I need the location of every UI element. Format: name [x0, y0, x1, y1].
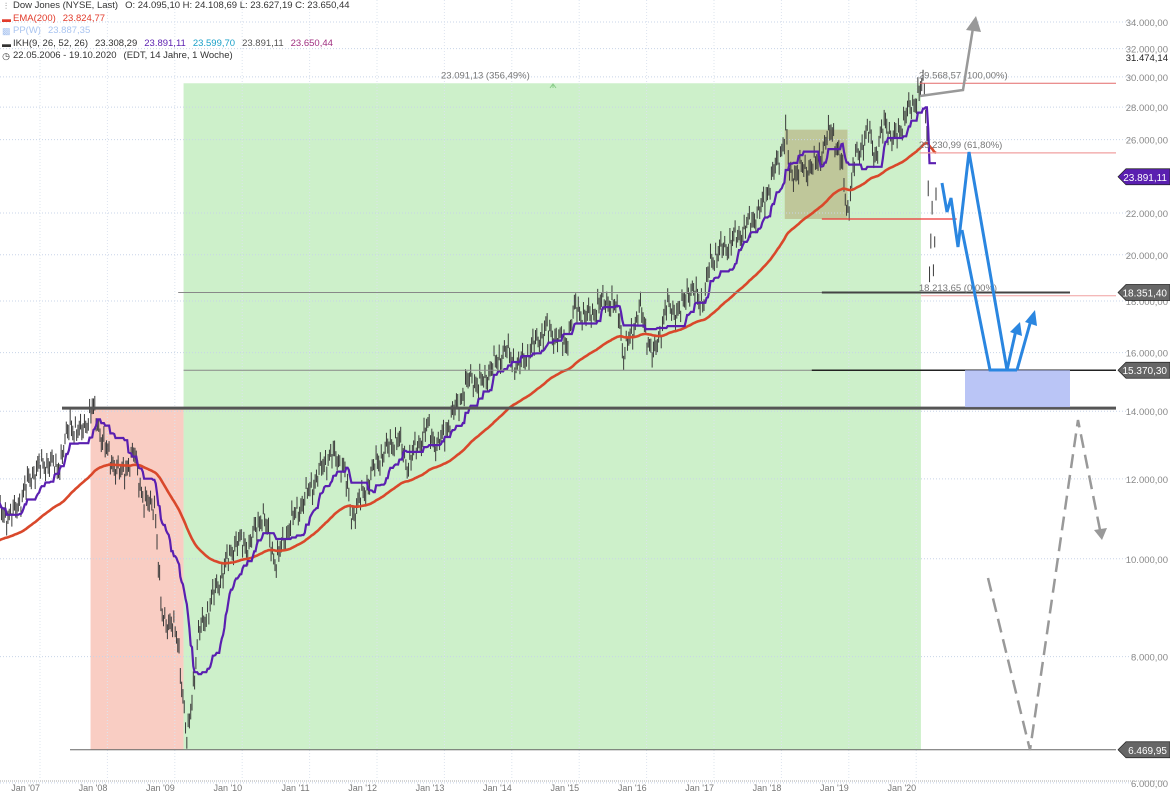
legend-ema: ▬ EMA(200) 23.824,77 [2, 12, 106, 24]
y-tick-label: 10.000,00 [1126, 555, 1168, 566]
price-tag [1117, 168, 1170, 186]
x-tick-label: Jan '12 [348, 783, 377, 793]
pp-zone [965, 370, 1070, 408]
y-tick-label: 32.000,00 [1126, 45, 1168, 56]
y-tick-label: 30.000,00 [1126, 73, 1168, 84]
level-annotation: 18.213,65 (0,00%) [919, 283, 997, 294]
legend-ikh: ▬ IKH(9, 26, 52, 26) 23.308,29 23.891,11 … [2, 37, 333, 49]
x-tick-label: Jan '19 [820, 783, 849, 793]
y-tick-label: 26.000,00 [1126, 136, 1168, 147]
y-tick-label: 18.000,00 [1126, 297, 1168, 308]
y-tick-label: 6.000,00 [1131, 779, 1168, 790]
price-tag [1117, 741, 1170, 759]
candlestick-icon: ⫶ [4, 1, 8, 11]
y-tick-label: 28.000,00 [1126, 103, 1168, 114]
price-tag-label: 18.351,40 [1123, 288, 1168, 299]
area-color-icon: ▩ [2, 26, 11, 36]
y-tick-label: 16.000,00 [1126, 349, 1168, 360]
y-tick-label: 12.000,00 [1126, 475, 1168, 486]
x-tick-label: Jan '17 [685, 783, 714, 793]
legend-pp: ▩ PP(W) 23.887,35 [2, 25, 91, 36]
line-color-icon: ▬ [2, 38, 11, 49]
gray-dashed-scenario [986, 419, 1102, 751]
price-tag [1117, 361, 1170, 379]
price-tag-label: 6.469,95 [1128, 746, 1167, 757]
price-tag-label: 23.891,11 [1123, 173, 1167, 184]
forecast-arrow-1 [1005, 329, 1018, 371]
x-tick-label: Jan '09 [146, 783, 175, 793]
level-annotation: 29.568,57 (100,00%) [919, 70, 1008, 81]
forecast-path-secondary [960, 229, 1017, 372]
y-tick-label: 20.000,00 [1126, 251, 1168, 262]
line-color-icon: ▬ [2, 13, 11, 24]
gray-arrow-up [919, 27, 975, 98]
legend-range: ◷ 22.05.2006 - 19.10.2020 (EDT, 14 Jahre, … [2, 50, 233, 61]
ikh-kijun-line [0, 106, 936, 676]
range-arrow-icon [549, 83, 557, 89]
forecast-path-primary [940, 151, 1009, 371]
ema-200-line [0, 141, 937, 565]
legend-instrument: ⫶ Dow Jones (NYSE, Last) O: 24.095,10 H: 2… [2, 0, 350, 13]
arrowhead-icon [1025, 310, 1037, 326]
y-tick-label: 8.000,00 [1131, 653, 1168, 664]
clock-icon: ◷ [2, 51, 10, 61]
y-tick-label: 34.000,00 [1126, 18, 1168, 29]
forecast-arrow-2 [1015, 319, 1033, 371]
arrowhead-icon [966, 16, 981, 32]
y-tick-label: 22.000,00 [1126, 209, 1168, 220]
level-annotation: 25.230,99 (61,80%) [919, 140, 1002, 151]
x-tick-label: Jan '10 [213, 783, 242, 793]
x-tick-label: Jan '20 [887, 783, 916, 793]
x-tick-label: Jan '16 [618, 783, 647, 793]
x-tick-label: Jan '14 [483, 783, 512, 793]
chart-legend: ⫶ Dow Jones (NYSE, Last) O: 24.095,10 H: 2… [2, 0, 350, 63]
x-tick-label: Jan '08 [79, 783, 108, 793]
x-tick-label: Jan '11 [282, 783, 310, 793]
x-tick-label: Jan '15 [550, 783, 579, 793]
x-tick-label: Jan '07 [11, 783, 40, 793]
price-tag-label: 15.370,30 [1123, 366, 1168, 377]
y-tick-label: 14.000,00 [1126, 407, 1168, 418]
arrowhead-icon [1094, 528, 1107, 540]
arrowhead-icon [1010, 322, 1022, 336]
x-tick-label: Jan '18 [753, 783, 782, 793]
x-tick-label: Jan '13 [416, 783, 445, 793]
consolidation-box [784, 129, 848, 219]
axis-extra-label: 31.474,14 [1126, 53, 1168, 64]
level-annotation: 23.091,13 (356,49%) [441, 70, 530, 81]
price-tag [1117, 284, 1170, 301]
